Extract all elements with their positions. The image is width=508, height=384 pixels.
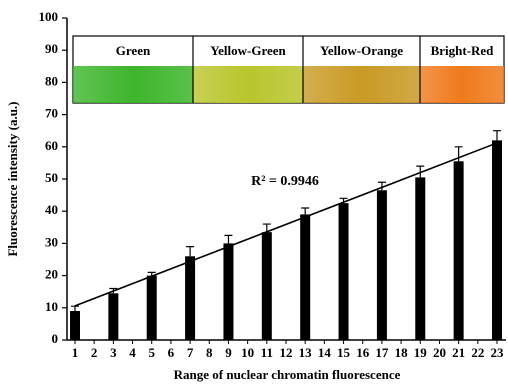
y-tick-label: 80 (45, 73, 58, 88)
x-tick-label: 15 (337, 345, 351, 360)
error-bar (71, 306, 79, 311)
bar (454, 161, 464, 340)
y-tick-label: 50 (45, 170, 58, 185)
trend-line (75, 143, 497, 306)
y-axis-label: Fluorescence intensity (a.u.) (5, 101, 20, 256)
chart: Fluorescence intensity (a.u.) Range of n… (0, 0, 508, 384)
error-bar (186, 247, 194, 257)
x-tick-label: 7 (187, 345, 194, 360)
x-tick-label: 14 (318, 345, 332, 360)
x-tick-label: 12 (280, 345, 293, 360)
bar (262, 232, 272, 340)
bar (415, 177, 425, 340)
y-tick-label: 70 (45, 106, 58, 121)
bar (147, 276, 157, 340)
bar (108, 293, 118, 340)
band-label: Bright-Red (431, 43, 495, 58)
y-tick-label: 100 (39, 9, 59, 24)
x-tick-label: 23 (491, 345, 505, 360)
bar (300, 214, 310, 340)
x-tick-label: 8 (206, 345, 213, 360)
x-tick-label: 4 (129, 345, 136, 360)
bar (70, 311, 80, 340)
y-tick-label: 10 (45, 299, 58, 314)
y-tick-label: 90 (45, 41, 58, 56)
x-tick-label: 13 (299, 345, 313, 360)
color-band (420, 66, 504, 103)
bar (339, 203, 349, 340)
color-band (73, 66, 193, 103)
annotation: R² = 0.9946 (251, 174, 319, 189)
x-tick-label: 10 (241, 345, 254, 360)
color-band (193, 66, 303, 103)
x-axis-label: Range of nuclear chromatin fluorescence (174, 367, 401, 382)
bar (223, 243, 233, 340)
x-tick-label: 2 (91, 345, 98, 360)
color-band (303, 66, 420, 103)
x-tick-label: 11 (261, 345, 273, 360)
y-tick-label: 40 (45, 202, 58, 217)
x-tick-label: 20 (433, 345, 446, 360)
x-tick-label: 1 (72, 345, 79, 360)
error-bar (301, 208, 309, 214)
x-tick-label: 9 (225, 345, 232, 360)
error-bar (493, 131, 501, 141)
y-tick-label: 60 (45, 138, 58, 153)
x-tick-label: 3 (110, 345, 117, 360)
x-tick-label: 16 (356, 345, 370, 360)
y-tick-label: 0 (52, 331, 59, 346)
error-bar (224, 235, 232, 243)
x-tick-label: 22 (471, 345, 484, 360)
x-tick-label: 18 (395, 345, 409, 360)
y-tick-label: 20 (45, 267, 58, 282)
band-label: Yellow-Orange (320, 43, 403, 58)
y-tick-label: 30 (45, 234, 58, 249)
bar (377, 190, 387, 340)
bar (185, 256, 195, 340)
x-tick-label: 19 (414, 345, 428, 360)
x-tick-label: 6 (168, 345, 175, 360)
band-label: Green (116, 43, 151, 58)
x-tick-label: 17 (375, 345, 389, 360)
bar (492, 140, 502, 340)
x-tick-label: 5 (148, 345, 155, 360)
x-tick-label: 21 (452, 345, 465, 360)
band-label: Yellow-Green (210, 43, 286, 58)
